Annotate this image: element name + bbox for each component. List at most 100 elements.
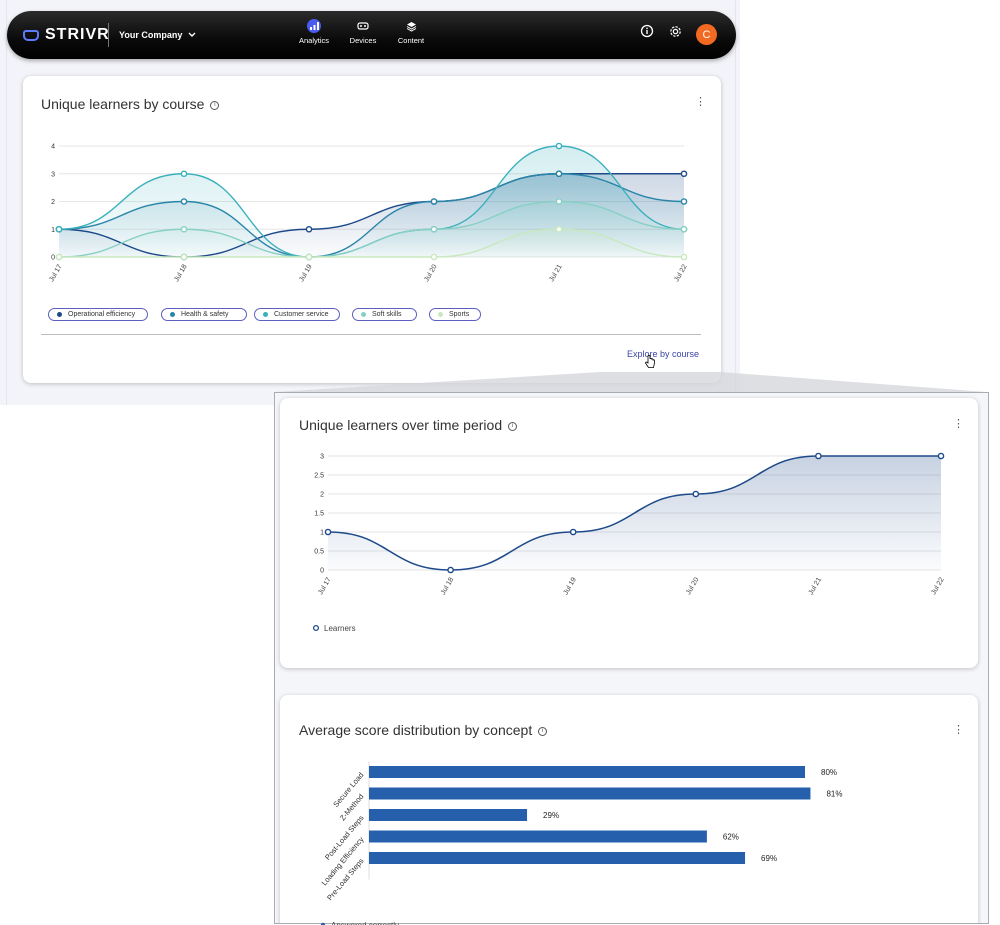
card2-menu-button[interactable]: ⋮ bbox=[953, 419, 964, 430]
data-point bbox=[680, 225, 688, 233]
card1-divider bbox=[41, 334, 701, 335]
y-tick-label: 2.5 bbox=[314, 473, 324, 480]
bar bbox=[369, 830, 707, 843]
chevron-down-icon bbox=[188, 32, 196, 37]
data-point bbox=[447, 566, 454, 574]
hand-cursor-icon bbox=[645, 355, 655, 368]
card3-title: Average score distribution by concept i bbox=[299, 722, 548, 738]
data-point bbox=[680, 198, 688, 205]
legend-item[interactable]: Health & safety bbox=[161, 308, 247, 321]
card3-title-text: Average score distribution by concept bbox=[299, 722, 533, 738]
more-vertical-icon: ⋮ bbox=[695, 96, 706, 108]
data-point bbox=[680, 170, 688, 178]
layers-icon bbox=[404, 19, 418, 33]
data-point bbox=[180, 225, 188, 233]
page-border-left bbox=[6, 0, 7, 405]
data-point bbox=[815, 452, 822, 460]
data-point bbox=[324, 528, 332, 536]
y-tick-label: 4 bbox=[51, 144, 55, 151]
data-point bbox=[55, 225, 63, 233]
gear-icon bbox=[670, 26, 681, 37]
explore-by-course-link[interactable]: Explore by course bbox=[627, 349, 700, 359]
card1-title: Unique learners by course i bbox=[41, 96, 220, 112]
bar-value-label: 62% bbox=[723, 833, 739, 842]
info-icon bbox=[640, 24, 654, 38]
card3-menu-button[interactable]: ⋮ bbox=[953, 725, 964, 736]
data-point bbox=[305, 225, 313, 233]
bar bbox=[369, 787, 811, 800]
series-area bbox=[59, 229, 684, 257]
headset-logo-icon bbox=[23, 29, 39, 41]
data-point bbox=[937, 452, 945, 460]
data-point bbox=[180, 198, 188, 205]
bar-value-label: 80% bbox=[821, 768, 837, 777]
bar bbox=[369, 766, 805, 778]
card2-title-text: Unique learners over time period bbox=[299, 417, 503, 433]
y-tick-label: 0.5 bbox=[314, 549, 324, 556]
nav-analytics-label: Analytics bbox=[298, 36, 329, 45]
series-line bbox=[327, 455, 941, 571]
company-name: Your Company bbox=[119, 30, 183, 40]
bar bbox=[369, 809, 528, 821]
y-tick-label: 1 bbox=[320, 530, 324, 537]
legend-label: Soft skills bbox=[372, 311, 402, 318]
headset-icon bbox=[356, 19, 370, 33]
legend-label: Health & safety bbox=[181, 311, 229, 318]
card2-title: Unique learners over time period i bbox=[299, 417, 518, 433]
more-vertical-icon: ⋮ bbox=[953, 418, 964, 430]
legend-dot bbox=[361, 312, 366, 317]
data-point bbox=[430, 225, 438, 233]
company-selector[interactable]: Your Company bbox=[119, 30, 196, 40]
bar-value-label: 81% bbox=[826, 790, 842, 799]
info-icon[interactable]: i bbox=[538, 726, 548, 736]
data-point bbox=[569, 528, 577, 536]
data-point bbox=[430, 198, 438, 205]
nav-analytics[interactable]: Analytics bbox=[289, 19, 339, 45]
y-tick-label: 3 bbox=[320, 454, 324, 461]
info-button[interactable] bbox=[640, 24, 654, 41]
y-tick-label: 1 bbox=[51, 227, 55, 234]
top-navigation-bar: STRIVR Your Company Analytics Devices Co… bbox=[7, 11, 736, 59]
legend-item[interactable]: Operational efficiency bbox=[48, 308, 148, 321]
legend-dot bbox=[438, 312, 443, 317]
legend-item[interactable]: Soft skills bbox=[352, 308, 417, 321]
bar-value-label: 29% bbox=[543, 811, 559, 820]
zoom-connector bbox=[274, 372, 987, 392]
card1-menu-button[interactable]: ⋮ bbox=[695, 97, 706, 108]
data-point bbox=[680, 253, 688, 261]
data-point bbox=[180, 170, 188, 178]
brand-logo[interactable]: STRIVR bbox=[23, 26, 110, 44]
y-tick-label: 3 bbox=[51, 171, 55, 178]
legend-label: Operational efficiency bbox=[68, 311, 136, 318]
settings-button[interactable] bbox=[668, 24, 683, 42]
y-tick-label: 2 bbox=[51, 199, 55, 206]
avatar-initial: C bbox=[702, 28, 711, 41]
legend-item[interactable]: Sports bbox=[429, 308, 481, 321]
y-tick-label: 0 bbox=[320, 568, 324, 575]
legend-dot bbox=[263, 312, 268, 317]
bar bbox=[369, 852, 746, 864]
analytics-icon bbox=[307, 19, 321, 33]
nav-content[interactable]: Content bbox=[386, 19, 436, 45]
more-vertical-icon: ⋮ bbox=[953, 724, 964, 736]
data-point bbox=[55, 253, 63, 261]
data-point bbox=[555, 170, 563, 178]
nav-devices[interactable]: Devices bbox=[338, 19, 388, 45]
legend-label: Learners bbox=[324, 624, 356, 633]
info-icon[interactable]: i bbox=[508, 421, 518, 431]
info-icon[interactable]: i bbox=[210, 100, 220, 110]
user-avatar[interactable]: C bbox=[696, 24, 717, 45]
y-tick-label: 0 bbox=[51, 255, 55, 262]
topbar-divider bbox=[108, 23, 109, 47]
brand-name: STRIVR bbox=[45, 26, 110, 43]
card1-title-text: Unique learners by course bbox=[41, 96, 205, 112]
data-point bbox=[555, 198, 563, 205]
legend-item[interactable]: Customer service bbox=[254, 308, 340, 321]
legend-label: Customer service bbox=[274, 311, 329, 318]
bar-value-label: 69% bbox=[761, 854, 777, 863]
data-point bbox=[430, 253, 438, 261]
nav-devices-label: Devices bbox=[349, 36, 377, 45]
